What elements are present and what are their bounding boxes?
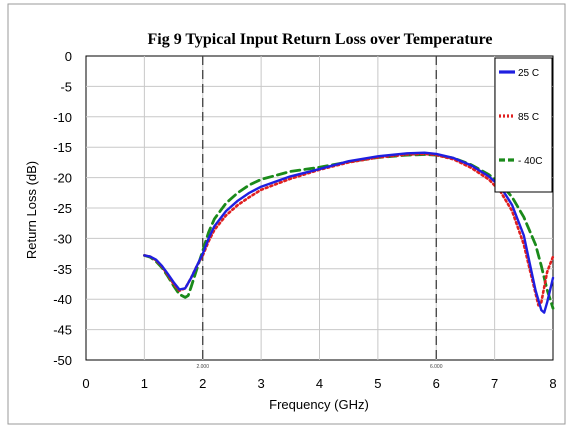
y-tick-label: -5 — [60, 79, 72, 94]
y-axis-label: Return Loss (dB) — [24, 161, 39, 259]
x-axis-label: Frequency (GHz) — [269, 397, 369, 412]
y-tick-label: -15 — [53, 140, 72, 155]
x-tick-labels: 0 1 2 3 4 5 6 7 8 — [82, 376, 556, 391]
x-tick-label: 1 — [141, 376, 148, 391]
y-tick-label: -20 — [53, 171, 72, 186]
y-tick-label: -10 — [53, 110, 72, 125]
x-tick-label: 8 — [549, 376, 556, 391]
y-tick-label: 0 — [65, 49, 72, 64]
legend-box — [494, 57, 553, 193]
y-tick-label: -45 — [53, 323, 72, 338]
y-tick-labels: 0 -5 -10 -15 -20 -25 -30 -35 -40 -45 -50 — [53, 49, 72, 368]
chart-title: Fig 9 Typical Input Return Loss over Tem… — [147, 31, 492, 48]
x-tick-label: 4 — [316, 376, 323, 391]
y-tick-label: -35 — [53, 262, 72, 277]
marker-label: 6.000 — [430, 364, 443, 370]
x-tick-label: 2 — [199, 376, 206, 391]
legend-label: 25 C — [518, 68, 539, 79]
y-tick-label: -50 — [53, 353, 72, 368]
series-line-0 — [143, 151, 555, 314]
x-tick-label: 7 — [491, 376, 498, 391]
legend-label: 85 C — [518, 112, 539, 123]
frequency-markers: 2.000 6.000 — [196, 56, 443, 370]
x-tick-label: 0 — [82, 376, 89, 391]
marker-label: 2.000 — [196, 364, 209, 370]
y-tick-label: -30 — [53, 231, 72, 246]
y-tick-label: -25 — [53, 201, 72, 216]
x-tick-label: 5 — [374, 376, 381, 391]
legend: 25 C 85 C - 40C — [494, 57, 553, 193]
x-tick-label: 6 — [433, 376, 440, 391]
y-tick-label: -40 — [53, 292, 72, 307]
x-tick-label: 3 — [258, 376, 265, 391]
legend-label: - 40C — [518, 156, 542, 167]
